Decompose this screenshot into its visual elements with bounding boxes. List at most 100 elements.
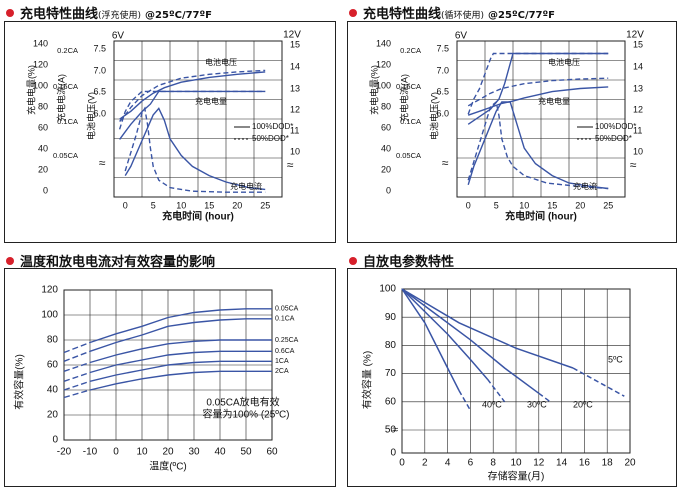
cycle-current-100-line	[468, 102, 608, 189]
x-tick-label: 0	[399, 458, 405, 469]
x-tick-label: 6	[468, 458, 474, 469]
current-curve-annotation: 充电电流	[230, 181, 262, 191]
self-series-label: 40ºC	[482, 399, 502, 409]
legend-label: 50%DOD*	[595, 134, 632, 143]
axis-break-icon: ≈	[630, 158, 637, 172]
voltage12-tick-label: 15	[290, 39, 300, 49]
cycle-current-50-line	[468, 102, 608, 189]
current-tick-label: 0.05CA	[396, 151, 421, 160]
temp-curve-dashed-segment	[64, 381, 90, 390]
capacity-tick-label: 60	[381, 122, 391, 132]
voltage6-tick-label: 7.0	[93, 65, 106, 75]
x-tick-label: 20	[232, 200, 242, 210]
legend-label: 50%DOD*	[252, 134, 289, 143]
self-curve-line	[402, 289, 459, 391]
y-tick-label: 100	[41, 310, 58, 321]
voltage12-tick-label: 14	[633, 61, 643, 71]
x-tick-label: 10	[519, 200, 529, 210]
top-right-voltage-label: 12V	[283, 30, 301, 41]
capacity-tick-label: 40	[38, 143, 48, 153]
x-tick-label: 10	[510, 458, 522, 469]
voltage6-tick-label: 7.0	[436, 65, 449, 75]
current-tick-label: 0.2CA	[400, 46, 421, 55]
voltage-axis-title: 电池电压(V)	[85, 92, 96, 140]
x-tick-label: 5	[494, 200, 499, 210]
temp-curve-dashed-segment	[64, 363, 90, 372]
top-left-voltage-label: 6V	[455, 31, 468, 42]
x-tick-label: 20	[575, 200, 585, 210]
self-curve-dashed-segment	[459, 391, 470, 411]
voltage12-tick-label: 15	[633, 39, 643, 49]
axis-break-icon: ≈	[442, 156, 449, 170]
y-tick-label: 90	[385, 312, 397, 323]
x-tick-label: 50	[240, 447, 252, 458]
x-tick-label: 14	[556, 458, 568, 469]
y-tick-label: 80	[47, 335, 59, 346]
self-series-label: 30ºC	[527, 399, 547, 409]
capacity-tick-label: 140	[376, 38, 391, 48]
self-series-label: 5ºC	[608, 354, 623, 364]
x-tick-label: -10	[83, 447, 98, 458]
x-tick-label: 25	[260, 200, 270, 210]
y-tick-label: 120	[41, 285, 58, 296]
x-tick-label: 0	[123, 200, 128, 210]
temp-series-label: 0.25CA	[275, 337, 299, 344]
current-curve-annotation: 充电流	[573, 181, 597, 191]
legend-label: 100%DOD*	[595, 122, 636, 131]
x-tick-label: 40	[214, 447, 226, 458]
x-tick-label: 15	[547, 200, 557, 210]
x-tick-label: 5	[151, 200, 156, 210]
capacity-tick-label: 140	[33, 38, 48, 48]
y-tick-label: 40	[47, 385, 59, 396]
x-tick-label: 20	[624, 458, 636, 469]
x-axis-title: 充电时间 (hour)	[505, 210, 577, 223]
x-tick-label: 0	[466, 200, 471, 210]
self-series-label: 20ºC	[573, 399, 593, 409]
y-tick-label: 70	[385, 368, 397, 379]
legend-label: 100%DOD*	[252, 122, 293, 131]
x-tick-label: 8	[490, 458, 496, 469]
axis-break-icon: ≈	[99, 156, 106, 170]
x-tick-label: 20	[162, 447, 174, 458]
capacity-axis-title: 充电电量(%)	[368, 65, 379, 115]
capacity-tick-label: 0	[43, 185, 48, 195]
capacity-tick-label: 40	[381, 143, 391, 153]
temp-series-label: 0.6CA	[275, 348, 295, 355]
float-current-50-line	[125, 108, 265, 192]
capacity-tick-label: 0	[386, 185, 391, 195]
x-tick-label: 25	[603, 200, 613, 210]
self-curve-dashed-segment	[573, 368, 624, 396]
current-axis-title: 充电电流(A)	[398, 74, 409, 122]
y-tick-label: 80	[385, 340, 397, 351]
temp-series-label: 0.1CA	[275, 316, 295, 323]
x-tick-label: -20	[57, 447, 72, 458]
x-tick-label: 10	[176, 200, 186, 210]
x-tick-label: 30	[188, 447, 200, 458]
voltage12-tick-label: 10	[633, 146, 643, 156]
note-line-2: 容量为100% (25ºC)	[202, 408, 289, 421]
cycle-voltage-100-line	[468, 54, 608, 125]
temp-curve-line	[90, 309, 272, 343]
voltage6-tick-label: 7.5	[436, 43, 449, 53]
voltage12-tick-label: 12	[290, 104, 300, 114]
current-tick-label: 0.2CA	[57, 46, 78, 55]
temp-curve-dashed-segment	[64, 351, 90, 361]
self-curve-line	[402, 289, 488, 379]
x-tick-label: 18	[602, 458, 614, 469]
note-line-1: 0.05CA放电有效	[206, 396, 279, 409]
x-tick-label: 2	[422, 458, 428, 469]
x-tick-label: 10	[136, 447, 148, 458]
x-tick-label: 4	[445, 458, 451, 469]
y-tick-label: 20	[47, 410, 59, 421]
x-tick-label: 0	[113, 447, 119, 458]
voltage12-tick-label: 13	[290, 83, 300, 93]
temp-curve-dashed-segment	[64, 390, 90, 398]
axis-break-icon: ≈	[392, 424, 398, 436]
voltage12-tick-label: 12	[633, 104, 643, 114]
capacity-curve-annotation: 充电电量	[538, 96, 570, 106]
x-axis-title: 温度(ºC)	[149, 460, 187, 473]
x-tick-label: 12	[533, 458, 545, 469]
x-tick-label: 60	[266, 447, 278, 458]
y-tick-label: 0	[390, 448, 396, 459]
